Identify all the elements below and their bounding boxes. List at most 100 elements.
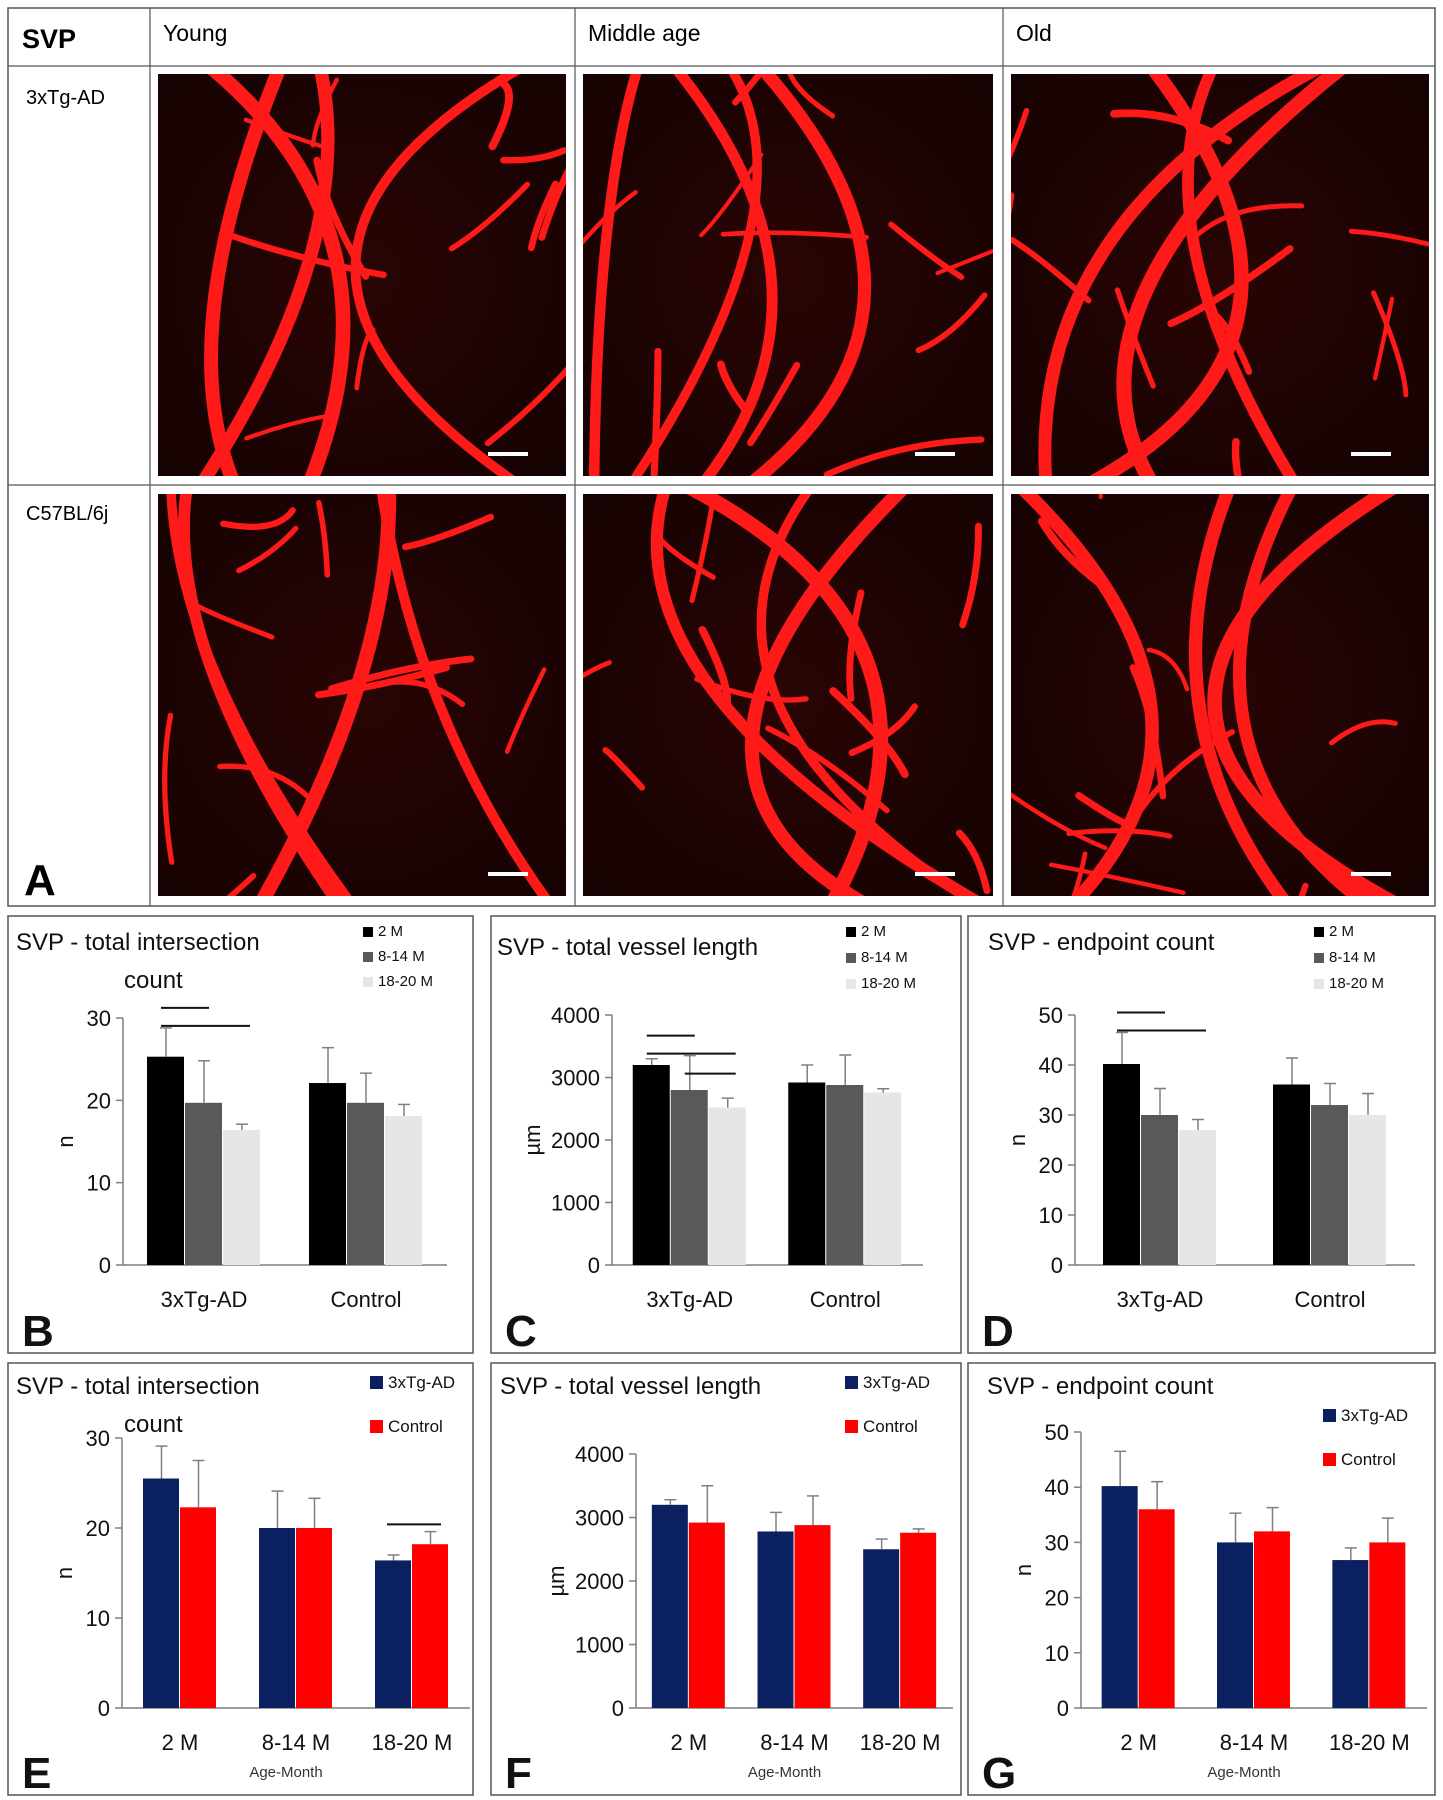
y-axis-label: n <box>1005 1134 1030 1146</box>
branch-vessel <box>650 347 662 476</box>
vessel-network <box>1011 494 1398 896</box>
legend-label: Control <box>388 1417 443 1436</box>
legend-label: 3xTg-AD <box>863 1373 930 1392</box>
branch-vessel <box>888 221 965 280</box>
y-axis-label: n <box>53 1135 78 1147</box>
panel-a-grid: SVP Young Middle age Old 3xTg-AD C57BL/6… <box>7 7 1436 907</box>
category-label: Control <box>331 1287 402 1312</box>
y-tick-label: 0 <box>99 1253 111 1278</box>
chart-title: count <box>124 1411 183 1438</box>
y-tick-label: 10 <box>1045 1641 1069 1666</box>
category-label: 8-14 M <box>760 1730 828 1755</box>
category-label: 2 M <box>1120 1730 1157 1755</box>
bar <box>1273 1084 1310 1265</box>
main-vessel <box>1182 74 1298 476</box>
micrograph <box>158 74 566 476</box>
y-tick-label: 0 <box>1057 1696 1069 1721</box>
branch-vessel <box>720 230 869 240</box>
branch-vessel <box>732 74 764 106</box>
x-axis-label: Age-Month <box>1207 1764 1280 1781</box>
branch-vessel <box>313 156 370 280</box>
bar <box>757 1531 794 1708</box>
category-label: 8-14 M <box>262 1730 330 1755</box>
chart-title: SVP - total vessel length <box>500 1373 761 1400</box>
chart-title: SVP - endpoint count <box>987 1373 1214 1400</box>
micrograph-cells <box>158 74 1429 896</box>
y-tick-label: 20 <box>1039 1153 1063 1178</box>
bar <box>1349 1115 1386 1265</box>
branch-vessel <box>823 436 985 476</box>
branch-vessel <box>538 168 566 241</box>
category-label: Control <box>1295 1287 1366 1312</box>
branch-vessel <box>310 77 339 148</box>
branch-vessel <box>1204 305 1253 375</box>
y-tick-label: 10 <box>87 1171 111 1196</box>
grid-corner-label: SVP <box>22 24 76 54</box>
micrograph <box>583 74 993 476</box>
panel-letter: F <box>505 1749 532 1798</box>
chart-title: count <box>124 967 183 994</box>
branch-vessel <box>829 687 909 779</box>
bar <box>1179 1130 1216 1265</box>
row-header-3xtg-ad: 3xTg-AD <box>26 87 105 109</box>
y-tick-label: 30 <box>1045 1530 1069 1555</box>
vessel-network <box>198 74 566 476</box>
y-axis-label: µm <box>544 1565 569 1596</box>
bar <box>375 1560 411 1708</box>
vessel-network <box>583 494 991 896</box>
bar <box>296 1528 332 1708</box>
main-vessel <box>166 494 352 896</box>
bar <box>1103 1064 1140 1265</box>
y-tick-label: 20 <box>86 1516 110 1541</box>
main-vessel <box>1188 494 1289 896</box>
y-tick-label: 2000 <box>575 1569 624 1594</box>
bar <box>185 1102 222 1265</box>
main-vessel <box>588 74 642 476</box>
branch-vessel <box>162 712 175 865</box>
branch-vessel <box>1011 236 1092 304</box>
branch-vessel <box>1231 437 1242 476</box>
branch-vessel <box>699 152 764 238</box>
vessel-network <box>162 494 551 896</box>
panel-letter-a: A <box>24 856 56 905</box>
bar <box>147 1056 184 1265</box>
legend-label: Control <box>1341 1450 1396 1469</box>
bar <box>632 1065 670 1265</box>
branch-vessel <box>694 676 809 703</box>
scale-bar <box>488 452 528 456</box>
branch-vessel <box>1371 290 1409 398</box>
bar <box>309 1083 346 1265</box>
bar <box>259 1528 295 1708</box>
main-vessel <box>1038 74 1321 476</box>
scale-bar <box>915 872 955 876</box>
bar <box>788 1082 826 1265</box>
branch-vessel <box>1348 228 1429 247</box>
main-vessel <box>377 494 551 896</box>
branch-vessel <box>765 725 890 814</box>
branch-vessel <box>504 667 547 754</box>
micrograph-background <box>1011 74 1429 476</box>
branch-vessel <box>1071 851 1088 896</box>
legend-swatch <box>846 979 856 989</box>
legend-label: 8-14 M <box>861 949 908 966</box>
bar <box>826 1085 864 1265</box>
legend-label: 18-20 M <box>1329 975 1384 992</box>
branch-vessel <box>717 360 749 413</box>
legend-swatch <box>845 1376 858 1389</box>
panel-letter: G <box>982 1749 1016 1798</box>
category-label: 3xTg-AD <box>161 1287 248 1312</box>
x-axis-label: Age-Month <box>748 1764 821 1781</box>
bar <box>1369 1542 1406 1708</box>
panel-letter: D <box>982 1307 1014 1356</box>
micrograph <box>158 494 566 896</box>
category-label: 18-20 M <box>1329 1730 1410 1755</box>
legend-label: 8-14 M <box>378 948 425 965</box>
bar <box>180 1507 216 1708</box>
legend-label: 8-14 M <box>1329 949 1376 966</box>
legend-swatch <box>1323 1453 1336 1466</box>
category-label: 3xTg-AD <box>1117 1287 1204 1312</box>
legend-swatch <box>846 927 856 937</box>
micrograph <box>583 494 993 896</box>
chart-panel-g: SVP - endpoint count 3xTg-AD Control 0 10 20 3… <box>967 1362 1436 1798</box>
